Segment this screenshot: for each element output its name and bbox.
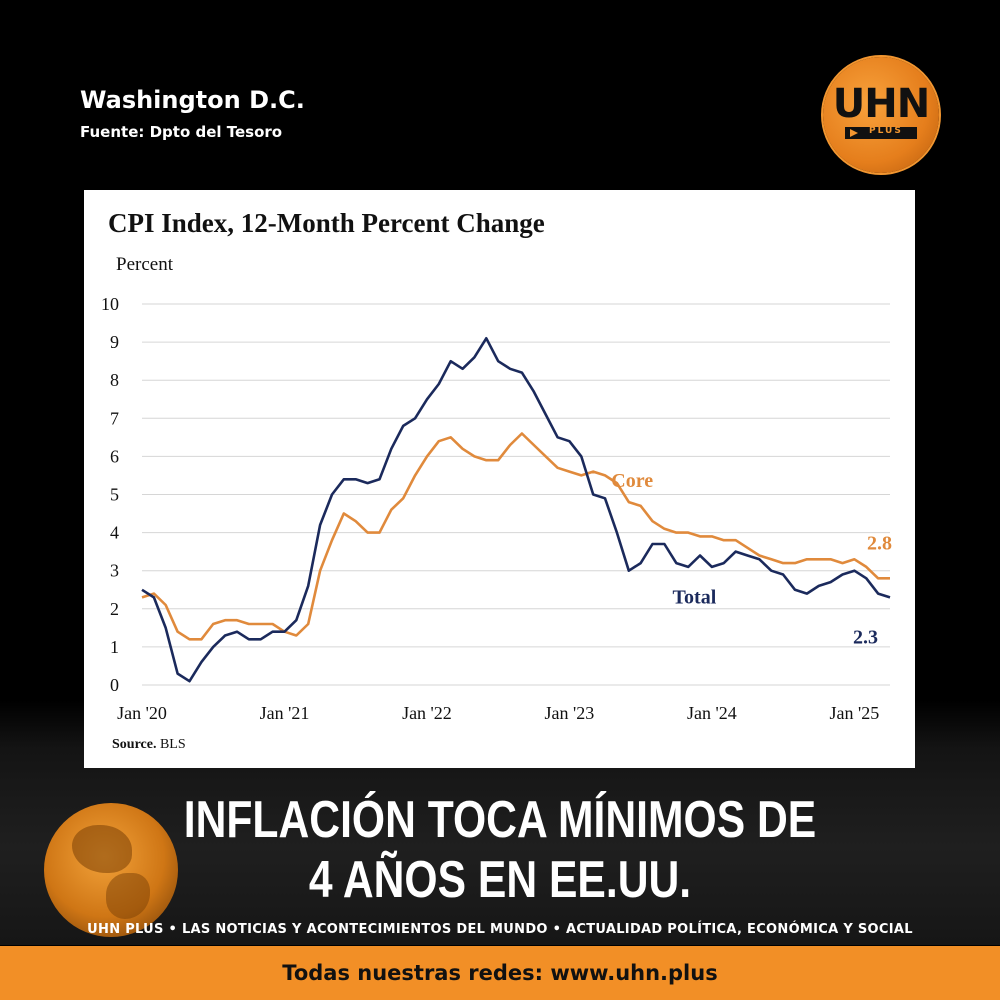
y-tick-label: 6 xyxy=(110,446,119,466)
y-tick-label: 7 xyxy=(110,408,119,428)
x-tick-label: Jan '24 xyxy=(687,703,737,723)
source-label: Fuente: Dpto del Tesoro xyxy=(80,123,283,141)
x-tick-label: Jan '25 xyxy=(830,703,880,723)
x-tick-label: Jan '22 xyxy=(402,703,452,723)
headline-line-1: INFLACIÓN TOCA MÍNIMOS DE xyxy=(183,791,817,849)
logo-sub-bar xyxy=(845,127,917,139)
y-tick-label: 1 xyxy=(110,637,119,657)
chart-card: CPI Index, 12-Month Percent Change Percen… xyxy=(84,190,915,768)
y-tick-label: 5 xyxy=(110,485,119,505)
y-tick-label: 3 xyxy=(110,561,119,581)
logo-sub-text: PLUS xyxy=(869,126,903,136)
series-line-core xyxy=(141,432,890,641)
y-tick-label: 4 xyxy=(110,523,119,543)
x-tick-label: Jan '21 xyxy=(260,703,310,723)
globe-land-shape xyxy=(72,825,132,873)
footer-social-link[interactable]: Todas nuestras redes: www.uhn.plus xyxy=(282,961,718,985)
total-end-value: 2.3 xyxy=(853,627,878,649)
y-tick-label: 9 xyxy=(110,332,119,352)
location-label: Washington D.C. xyxy=(80,86,305,114)
series-line-total xyxy=(141,337,891,683)
globe-icon xyxy=(44,803,178,937)
headline-line-2: 4 AÑOS EN EE.UU. xyxy=(308,851,692,909)
y-tick-label: 2 xyxy=(110,599,119,619)
ticker-text: UHN PLUS • LAS NOTICIAS Y ACONTECIMIENTO… xyxy=(87,922,913,937)
logo-main-text: UHN xyxy=(832,81,930,127)
x-tick-label: Jan '20 xyxy=(117,703,167,723)
footer-bar: Todas nuestras redes: www.uhn.plus xyxy=(0,946,1000,1000)
y-tick-label: 0 xyxy=(110,675,119,695)
y-axis-label: Percent xyxy=(116,254,174,275)
y-tick-label: 10 xyxy=(101,294,119,314)
headline: INFLACIÓN TOCA MÍNIMOS DE 4 AÑOS EN EE.U… xyxy=(90,790,910,910)
core-end-value: 2.8 xyxy=(867,533,892,555)
play-arrow-icon xyxy=(850,129,858,137)
series-label-core: Core xyxy=(611,470,653,492)
y-tick-label: 8 xyxy=(110,370,119,390)
cpi-chart: CPI Index, 12-Month Percent Change Percen… xyxy=(101,208,892,752)
series-label-total: Total xyxy=(673,586,717,608)
chart-title: CPI Index, 12-Month Percent Change xyxy=(108,208,545,238)
x-tick-label: Jan '23 xyxy=(545,703,595,723)
uhn-plus-logo: UHN PLUS xyxy=(823,57,939,173)
chart-source: Source. BLS xyxy=(112,737,186,752)
